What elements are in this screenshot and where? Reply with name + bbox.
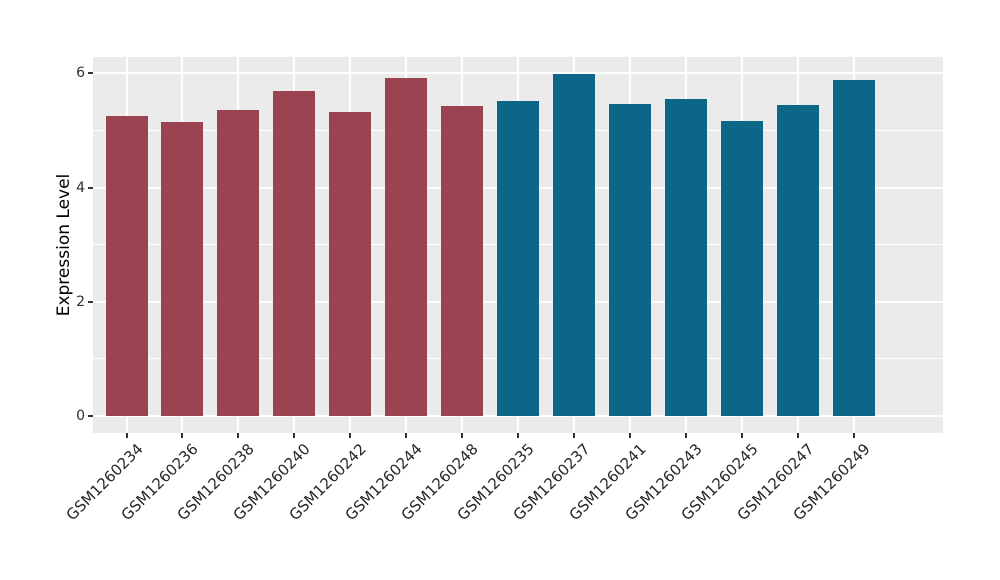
x-tick-GSM1260234 [125,433,128,438]
bar-GSM1260244 [385,77,428,416]
bar-GSM1260245 [720,121,763,416]
bar-GSM1260235 [497,100,539,416]
x-tick-GSM1260238 [237,433,240,438]
x-tick-GSM1260236 [181,433,184,438]
bar-GSM1260249 [832,79,875,416]
y-tick-label-4: 4 [76,179,85,196]
bar-GSM1260242 [329,112,372,416]
y-tick-label-6: 6 [76,65,85,82]
y-tick-label-0: 0 [76,408,85,424]
bar-GSM1260240 [273,90,316,416]
y-tick-label-2: 2 [76,293,85,310]
x-tick-GSM1260248 [461,433,464,438]
y-tick-2 [88,300,93,303]
x-tick-GSM1260247 [796,433,799,438]
bar-GSM1260243 [664,98,707,416]
y-tick-6 [88,72,93,75]
x-tick-GSM1260240 [293,433,296,438]
x-tick-GSM1260235 [517,433,519,438]
bar-GSM1260234 [105,116,148,416]
bar-GSM1260236 [161,121,204,416]
bar-GSM1260248 [441,105,484,416]
bar-GSM1260241 [608,104,651,416]
bar-GSM1260247 [776,104,819,416]
x-tick-GSM1260245 [740,433,743,438]
y-axis-title: Expression Level [54,173,74,317]
y-tick-4 [88,186,93,189]
bar-GSM1260237 [552,74,595,416]
x-tick-GSM1260241 [628,433,631,438]
bar-GSM1260238 [217,109,260,416]
y-tick-0 [88,415,93,417]
plot-panel [93,57,943,433]
x-tick-GSM1260237 [572,433,575,438]
x-tick-GSM1260242 [349,433,352,438]
x-tick-GSM1260249 [852,433,855,438]
x-tick-GSM1260243 [684,433,687,438]
x-tick-GSM1260244 [405,433,408,438]
